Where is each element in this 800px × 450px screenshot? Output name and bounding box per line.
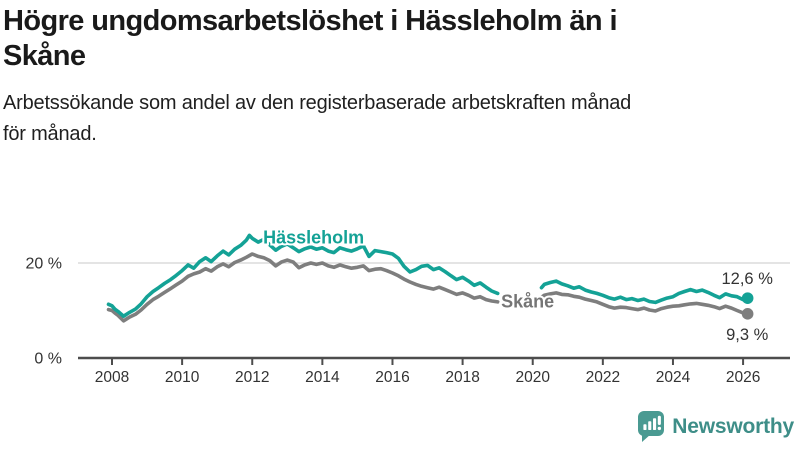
newsworthy-icon [638, 411, 665, 442]
series-end-dot [741, 292, 754, 304]
newsworthy-wordmark: Newsworthy [672, 414, 794, 438]
chart-subtitle: Arbetssökande som andel av den registerb… [3, 88, 793, 150]
y-tick-label: 0 % [34, 351, 62, 368]
chart-annotation: 12,6 % [722, 270, 774, 288]
x-tick-label: 2018 [445, 369, 479, 386]
series-line [539, 291, 750, 316]
page-title: Högre ungdomsarbetslöshet i Hässleholm ä… [3, 4, 793, 74]
page-title-line1: Högre ungdomsarbetslöshet i Hässleholm ä… [3, 5, 618, 37]
series-line [106, 252, 500, 323]
x-tick-label: 2012 [235, 369, 269, 386]
x-tick-label: 2014 [305, 369, 340, 386]
x-tick-label: 2016 [375, 369, 409, 386]
series-line [106, 233, 500, 318]
x-tick-label: 2022 [586, 369, 620, 386]
chart-annotation: Skåne [501, 292, 554, 312]
chart-subtitle-line1: Arbetssökande som andel av den registerb… [3, 91, 632, 114]
x-tick-label: 2008 [95, 369, 129, 386]
y-tick-label: 20 % [26, 256, 62, 273]
chart-subtitle-line2: för månad. [3, 122, 97, 145]
x-tick-label: 2024 [656, 369, 691, 386]
line-chart-canvas: 20 % 0 % 2008 2010 2012 2014 2016 2018 2020 2022 2… [26, 226, 790, 386]
unemployment-line-chart: 20 % 0 % 2008 2010 2012 2014 2016 2018 2020 2022 2… [0, 210, 800, 400]
chart-header: Högre ungdomsarbetslöshet i Hässleholm ä… [3, 4, 793, 150]
newsworthy-logo: Newsworthy [637, 410, 794, 443]
x-tick-label: 2020 [515, 369, 550, 386]
chart-annotation: Hässleholm [263, 228, 364, 248]
page-title-line2: Skåne [3, 39, 86, 72]
series-line [539, 279, 750, 305]
series-end-dot [741, 308, 754, 320]
chart-annotation: 9,3 % [726, 326, 769, 344]
x-tick-label: 2026 [726, 369, 760, 386]
x-tick-label: 2010 [165, 369, 200, 386]
